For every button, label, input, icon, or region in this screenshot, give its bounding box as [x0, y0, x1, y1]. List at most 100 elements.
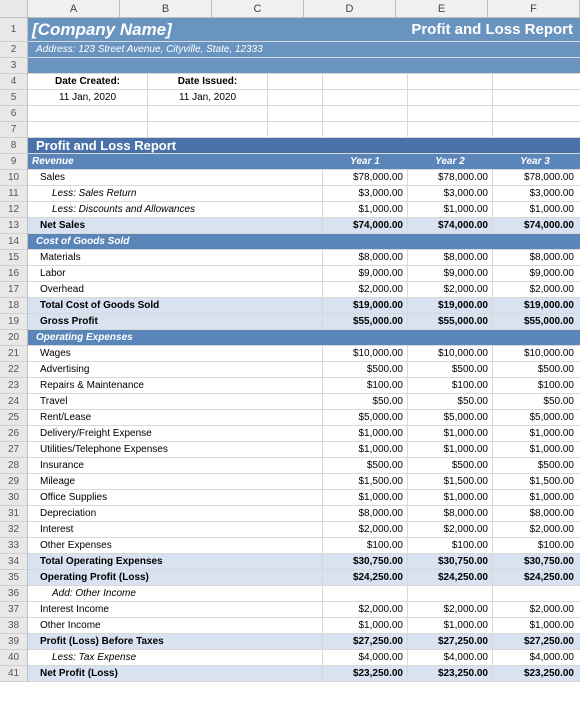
- section-title: Profit and Loss Report: [28, 138, 578, 153]
- utilities-row[interactable]: Utilities/Telephone Expenses$1,000.00$1,…: [28, 442, 580, 458]
- row-num[interactable]: 13: [0, 218, 27, 234]
- row-num[interactable]: 27: [0, 442, 27, 458]
- delivery-row[interactable]: Delivery/Freight Expense$1,000.00$1,000.…: [28, 426, 580, 442]
- col-C[interactable]: C: [212, 0, 304, 17]
- insurance-row[interactable]: Insurance$500.00$500.00$500.00: [28, 458, 580, 474]
- op-profit-row[interactable]: Operating Profit (Loss)$24,250.00$24,250…: [28, 570, 580, 586]
- row-num[interactable]: 25: [0, 410, 27, 426]
- row-num[interactable]: 38: [0, 618, 27, 634]
- select-all-corner[interactable]: [0, 0, 28, 17]
- row-num[interactable]: 34: [0, 554, 27, 570]
- row-num[interactable]: 28: [0, 458, 27, 474]
- interest-row[interactable]: Interest$2,000.00$2,000.00$2,000.00: [28, 522, 580, 538]
- row-num[interactable]: 8: [0, 138, 27, 154]
- row-num[interactable]: 29: [0, 474, 27, 490]
- mileage-row[interactable]: Mileage$1,500.00$1,500.00$1,500.00: [28, 474, 580, 490]
- sheet-content[interactable]: [Company Name] Profit and Loss Report Ad…: [28, 18, 580, 682]
- year2-header: Year 2: [408, 154, 493, 169]
- row-num[interactable]: 21: [0, 346, 27, 362]
- blank-row[interactable]: [28, 106, 580, 122]
- col-E[interactable]: E: [396, 0, 488, 17]
- row-num[interactable]: 7: [0, 122, 27, 138]
- date-issued-value: 11 Jan, 2020: [148, 90, 268, 105]
- row-num[interactable]: 11: [0, 186, 27, 202]
- rent-row[interactable]: Rent/Lease$5,000.00$5,000.00$5,000.00: [28, 410, 580, 426]
- sales-row[interactable]: Sales$78,000.00$78,000.00$78,000.00: [28, 170, 580, 186]
- row-num[interactable]: 31: [0, 506, 27, 522]
- profit-before-tax-row[interactable]: Profit (Loss) Before Taxes$27,250.00$27,…: [28, 634, 580, 650]
- date-created-label: Date Created:: [28, 74, 148, 89]
- wages-row[interactable]: Wages$10,000.00$10,000.00$10,000.00: [28, 346, 580, 362]
- interest-income-row[interactable]: Interest Income$2,000.00$2,000.00$2,000.…: [28, 602, 580, 618]
- row-num[interactable]: 17: [0, 282, 27, 298]
- col-A[interactable]: A: [28, 0, 120, 17]
- other-exp-row[interactable]: Other Expenses$100.00$100.00$100.00: [28, 538, 580, 554]
- section-title-row[interactable]: Profit and Loss Report: [28, 138, 580, 154]
- row-num[interactable]: 40: [0, 650, 27, 666]
- labor-row[interactable]: Labor$9,000.00$9,000.00$9,000.00: [28, 266, 580, 282]
- tax-row[interactable]: Less: Tax Expense$4,000.00$4,000.00$4,00…: [28, 650, 580, 666]
- row-num[interactable]: 24: [0, 394, 27, 410]
- row-num[interactable]: 20: [0, 330, 27, 346]
- other-income-row[interactable]: Other Income$1,000.00$1,000.00$1,000.00: [28, 618, 580, 634]
- row-num[interactable]: 33: [0, 538, 27, 554]
- total-cogs-row[interactable]: Total Cost of Goods Sold$19,000.00$19,00…: [28, 298, 580, 314]
- materials-row[interactable]: Materials$8,000.00$8,000.00$8,000.00: [28, 250, 580, 266]
- travel-row[interactable]: Travel$50.00$50.00$50.00: [28, 394, 580, 410]
- net-sales-row[interactable]: Net Sales$74,000.00$74,000.00$74,000.00: [28, 218, 580, 234]
- sales-return-row[interactable]: Less: Sales Return$3,000.00$3,000.00$3,0…: [28, 186, 580, 202]
- total-opex-row[interactable]: Total Operating Expenses$30,750.00$30,75…: [28, 554, 580, 570]
- row-num[interactable]: 18: [0, 298, 27, 314]
- advertising-row[interactable]: Advertising$500.00$500.00$500.00: [28, 362, 580, 378]
- cogs-header-row[interactable]: Cost of Goods Sold: [28, 234, 580, 250]
- row-num[interactable]: 41: [0, 666, 27, 682]
- row-num[interactable]: 10: [0, 170, 27, 186]
- row-num[interactable]: 39: [0, 634, 27, 650]
- address-row[interactable]: Address: 123 Street Avenue, Cityville, S…: [28, 42, 580, 58]
- title-row[interactable]: [Company Name] Profit and Loss Report: [28, 18, 580, 42]
- row-num[interactable]: 36: [0, 586, 27, 602]
- row-num[interactable]: 15: [0, 250, 27, 266]
- row-num[interactable]: 4: [0, 74, 27, 90]
- overhead-row[interactable]: Overhead$2,000.00$2,000.00$2,000.00: [28, 282, 580, 298]
- row-num[interactable]: 5: [0, 90, 27, 106]
- add-other-income-row[interactable]: Add: Other Income: [28, 586, 580, 602]
- revenue-header-row[interactable]: Revenue Year 1 Year 2 Year 3: [28, 154, 580, 170]
- opex-header-row[interactable]: Operating Expenses: [28, 330, 580, 346]
- row-num[interactable]: 14: [0, 234, 27, 250]
- row-num[interactable]: 3: [0, 58, 27, 74]
- row-num[interactable]: 6: [0, 106, 27, 122]
- row-num[interactable]: 23: [0, 378, 27, 394]
- column-header-row: A B C D E F: [0, 0, 580, 18]
- office-row[interactable]: Office Supplies$1,000.00$1,000.00$1,000.…: [28, 490, 580, 506]
- col-F[interactable]: F: [488, 0, 580, 17]
- row-num[interactable]: 30: [0, 490, 27, 506]
- row-num[interactable]: 16: [0, 266, 27, 282]
- row-num[interactable]: 9: [0, 154, 27, 170]
- row-num[interactable]: 32: [0, 522, 27, 538]
- row-num[interactable]: 12: [0, 202, 27, 218]
- row-num[interactable]: 1: [0, 18, 27, 42]
- date-issued-label: Date Issued:: [148, 74, 268, 89]
- row-num[interactable]: 2: [0, 42, 27, 58]
- discounts-row[interactable]: Less: Discounts and Allowances$1,000.00$…: [28, 202, 580, 218]
- repairs-row[interactable]: Repairs & Maintenance$100.00$100.00$100.…: [28, 378, 580, 394]
- blank-row[interactable]: [28, 122, 580, 138]
- row-num[interactable]: 37: [0, 602, 27, 618]
- row-number-gutter: 1 2 3 4 5 6 7 8 9 10 11 12 13 14 15 16 1…: [0, 18, 28, 682]
- col-D[interactable]: D: [304, 0, 396, 17]
- blank-row[interactable]: [28, 58, 580, 74]
- row-num[interactable]: 22: [0, 362, 27, 378]
- net-profit-row[interactable]: Net Profit (Loss)$23,250.00$23,250.00$23…: [28, 666, 580, 682]
- year1-header: Year 1: [323, 154, 408, 169]
- year3-header: Year 3: [493, 154, 578, 169]
- date-labels-row[interactable]: Date Created: Date Issued:: [28, 74, 580, 90]
- row-num[interactable]: 26: [0, 426, 27, 442]
- col-B[interactable]: B: [120, 0, 212, 17]
- depreciation-row[interactable]: Depreciation$8,000.00$8,000.00$8,000.00: [28, 506, 580, 522]
- row-num[interactable]: 35: [0, 570, 27, 586]
- gross-profit-row[interactable]: Gross Profit$55,000.00$55,000.00$55,000.…: [28, 314, 580, 330]
- date-values-row[interactable]: 11 Jan, 2020 11 Jan, 2020: [28, 90, 580, 106]
- address: Address: 123 Street Avenue, Cityville, S…: [36, 44, 263, 55]
- row-num[interactable]: 19: [0, 314, 27, 330]
